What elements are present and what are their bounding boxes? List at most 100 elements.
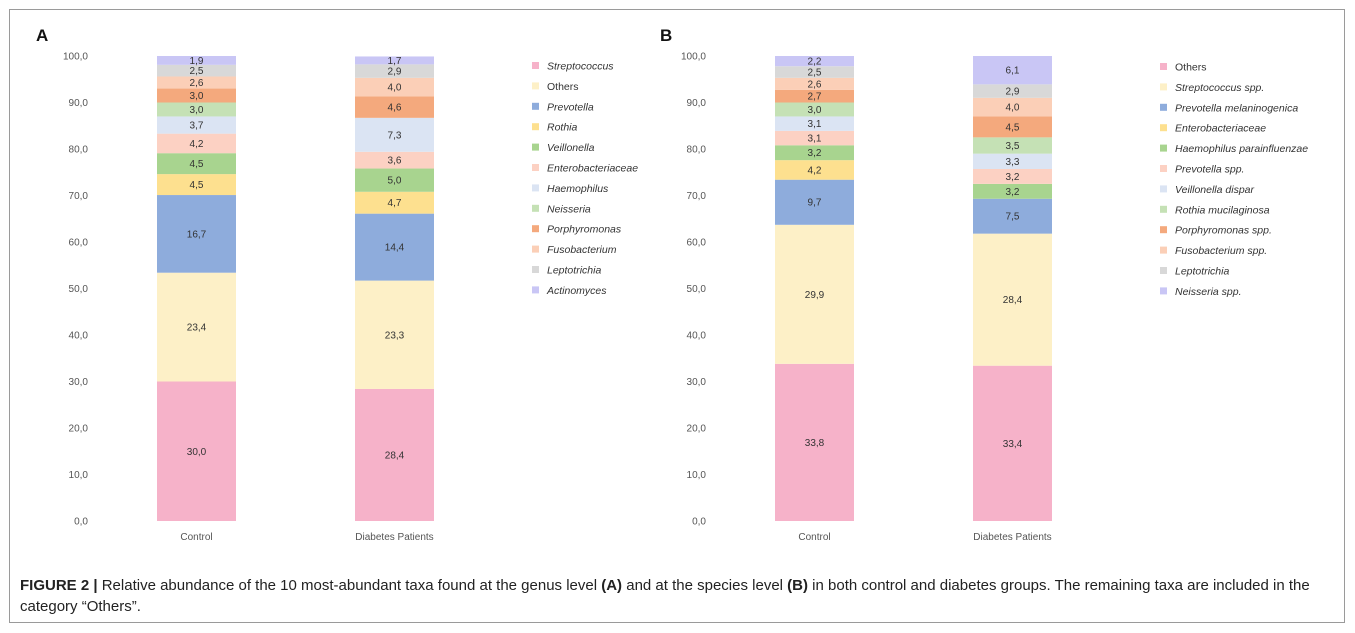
data-label: 3,1 [808,134,822,145]
legend-entry: Prevotella [547,101,594,113]
bar-segment [355,117,434,152]
bar-segment [775,160,854,180]
y-tick-label: 0,0 [692,517,706,528]
data-label: 3,2 [1006,187,1020,198]
bar-segment [157,102,236,117]
bar-segment [775,224,854,364]
data-label: 2,6 [808,79,822,90]
data-label: 4,2 [808,165,822,176]
bar-segment [973,84,1052,98]
y-tick-label: 50,0 [687,284,707,295]
bar-segment [157,272,236,382]
legend-swatch [532,245,539,253]
caption-text: Relative abundance of the 10 most-abunda… [20,577,1310,615]
bar-segment [973,153,1052,169]
data-label: 3,3 [1006,157,1020,168]
figure-caption: FIGURE 2 | Relative abundance of the 10 … [20,575,1330,617]
y-tick-label: 0,0 [74,517,88,528]
data-label: 4,5 [190,159,204,170]
data-label: 2,9 [1006,87,1020,98]
legend-entry: Veillonella [547,142,595,154]
caption-part: and at the species level [622,577,788,594]
y-tick-label: 40,0 [687,331,707,342]
legend-entry: Enterobacteriaceae [1175,123,1266,135]
bar-segment [775,102,854,117]
legend-swatch [532,82,539,90]
x-category-label: Diabetes Patients [355,532,433,543]
legend-entry: Actinomyces [546,285,607,297]
legend-swatch [532,286,539,294]
data-label: 33,4 [1003,439,1023,450]
data-label: 4,5 [1006,122,1020,133]
data-label: 9,7 [808,198,822,209]
bar-segment [775,363,854,521]
legend-entry: Fusobacterium [547,244,617,256]
data-label: 4,2 [190,139,204,150]
data-label: 14,4 [385,243,405,254]
data-label: 5,0 [388,176,402,187]
y-tick-label: 40,0 [69,331,89,342]
legend-swatch [1160,185,1167,193]
legend-swatch [532,225,539,233]
bar-segment [973,183,1052,199]
legend-swatch [1160,205,1167,213]
bar-segment [355,388,434,521]
legend-swatch [532,184,539,192]
data-label: 16,7 [187,229,207,240]
data-label: 3,0 [190,105,204,116]
caption-part: (B) [787,577,808,594]
bar-segment [775,77,854,90]
bar-segment [355,64,434,78]
y-tick-label: 10,0 [69,470,89,481]
figure-frame [9,9,1345,623]
legend-entry: Haemophilus parainfluenzae [1175,143,1308,155]
data-label: 3,2 [1006,172,1020,183]
y-tick-label: 30,0 [69,377,89,388]
bar-segment [775,179,854,225]
data-label: 33,8 [805,438,825,449]
bar-segment [973,365,1052,521]
bar-segment [973,168,1052,184]
data-label: 30,0 [187,447,207,458]
data-label: 1,7 [388,56,402,67]
caption-part: (A) [601,577,623,594]
bar-segment [973,56,1052,85]
data-label: 28,4 [385,450,405,461]
y-tick-label: 100,0 [63,52,88,63]
legend-swatch [1160,83,1167,91]
data-label: 29,9 [805,290,825,301]
legend-entry: Haemophilus [547,183,609,195]
data-label: 3,6 [388,156,402,167]
bar-segment [775,116,854,131]
data-label: 23,3 [385,330,405,341]
data-label: 3,2 [808,148,822,159]
data-label: 3,1 [808,119,822,130]
caption-part: in both control and diabetes groups. The… [20,577,1310,615]
data-label: 7,5 [1006,212,1020,223]
data-label: 4,5 [190,180,204,191]
legend-entry: Porphyromonas [547,224,622,236]
y-tick-label: 10,0 [687,470,707,481]
legend-entry: Prevotella melaninogenica [1175,102,1298,114]
legend-entry: Enterobacteriaceae [547,163,638,175]
data-label: 3,0 [808,105,822,116]
legend-entry: Others [547,81,579,93]
legend-swatch [1160,144,1167,152]
legend-entry: Rothia [547,122,578,134]
legend-swatch [532,123,539,131]
bar-segment [775,130,854,146]
bar-segment [355,191,434,214]
panel-b-chart: B 0,0 10,0 20,0 30,0 40,0 50,0 60,0 70,0 80,0 90,0… [660,26,1308,543]
legend-entry: Veillonella dispar [1175,184,1254,196]
data-label: 1,9 [190,56,204,67]
bar-segment [775,56,854,67]
x-category-label: Diabetes Patients [973,532,1051,543]
y-tick-label: 70,0 [69,191,89,202]
legend-entry: Leptotrichia [1175,266,1229,278]
legend-swatch [532,204,539,212]
caption-part: Relative abundance of the 10 most-abunda… [97,577,602,594]
y-tick-label: 60,0 [687,238,707,249]
data-label: 2,5 [808,68,822,79]
y-tick-label: 100,0 [681,52,706,63]
panel-label: B [660,26,672,45]
